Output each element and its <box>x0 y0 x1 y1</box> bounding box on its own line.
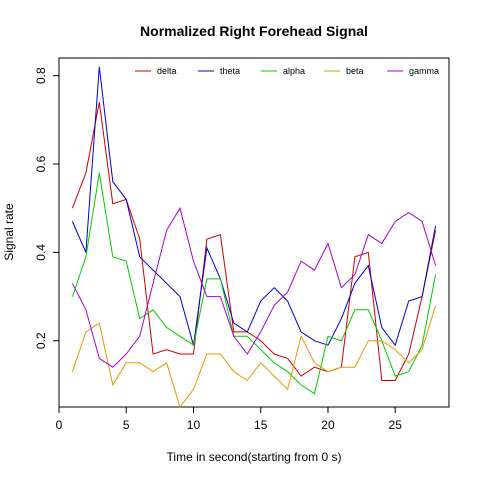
y-tick-label: 0.2 <box>34 332 48 349</box>
legend-label-gamma: gamma <box>409 66 439 76</box>
series-line-theta <box>71 66 437 347</box>
legend-label-theta: theta <box>220 66 240 76</box>
legend-label-beta: beta <box>346 66 364 76</box>
legend: delta theta alpha beta gamma <box>135 66 439 76</box>
chart-title: Normalized Right Forehead Signal <box>140 23 368 39</box>
x-tick-label: 15 <box>254 418 268 432</box>
x-axis: 0 5 10 15 20 25 <box>56 407 403 432</box>
series-line-delta <box>71 102 437 381</box>
x-tick-label: 20 <box>321 418 335 432</box>
x-tick-label: 10 <box>187 418 201 432</box>
y-axis: 0.2 0.4 0.6 0.8 <box>34 67 59 349</box>
legend-label-alpha: alpha <box>283 66 305 76</box>
y-axis-label: Signal rate <box>2 203 16 261</box>
x-axis-label: Time in second(starting from 0 s) <box>167 450 342 464</box>
series-lines <box>71 66 437 409</box>
series-line-beta <box>71 305 437 409</box>
series-line-gamma <box>71 206 437 368</box>
x-tick-label: 5 <box>123 418 130 432</box>
y-tick-label: 0.6 <box>34 155 48 172</box>
series-line-alpha <box>71 172 437 395</box>
y-tick-label: 0.8 <box>34 67 48 84</box>
plot-frame <box>58 57 450 408</box>
x-tick-label: 0 <box>56 418 63 432</box>
legend-label-delta: delta <box>157 66 177 76</box>
x-tick-label: 25 <box>389 418 403 432</box>
y-tick-label: 0.4 <box>34 244 48 261</box>
